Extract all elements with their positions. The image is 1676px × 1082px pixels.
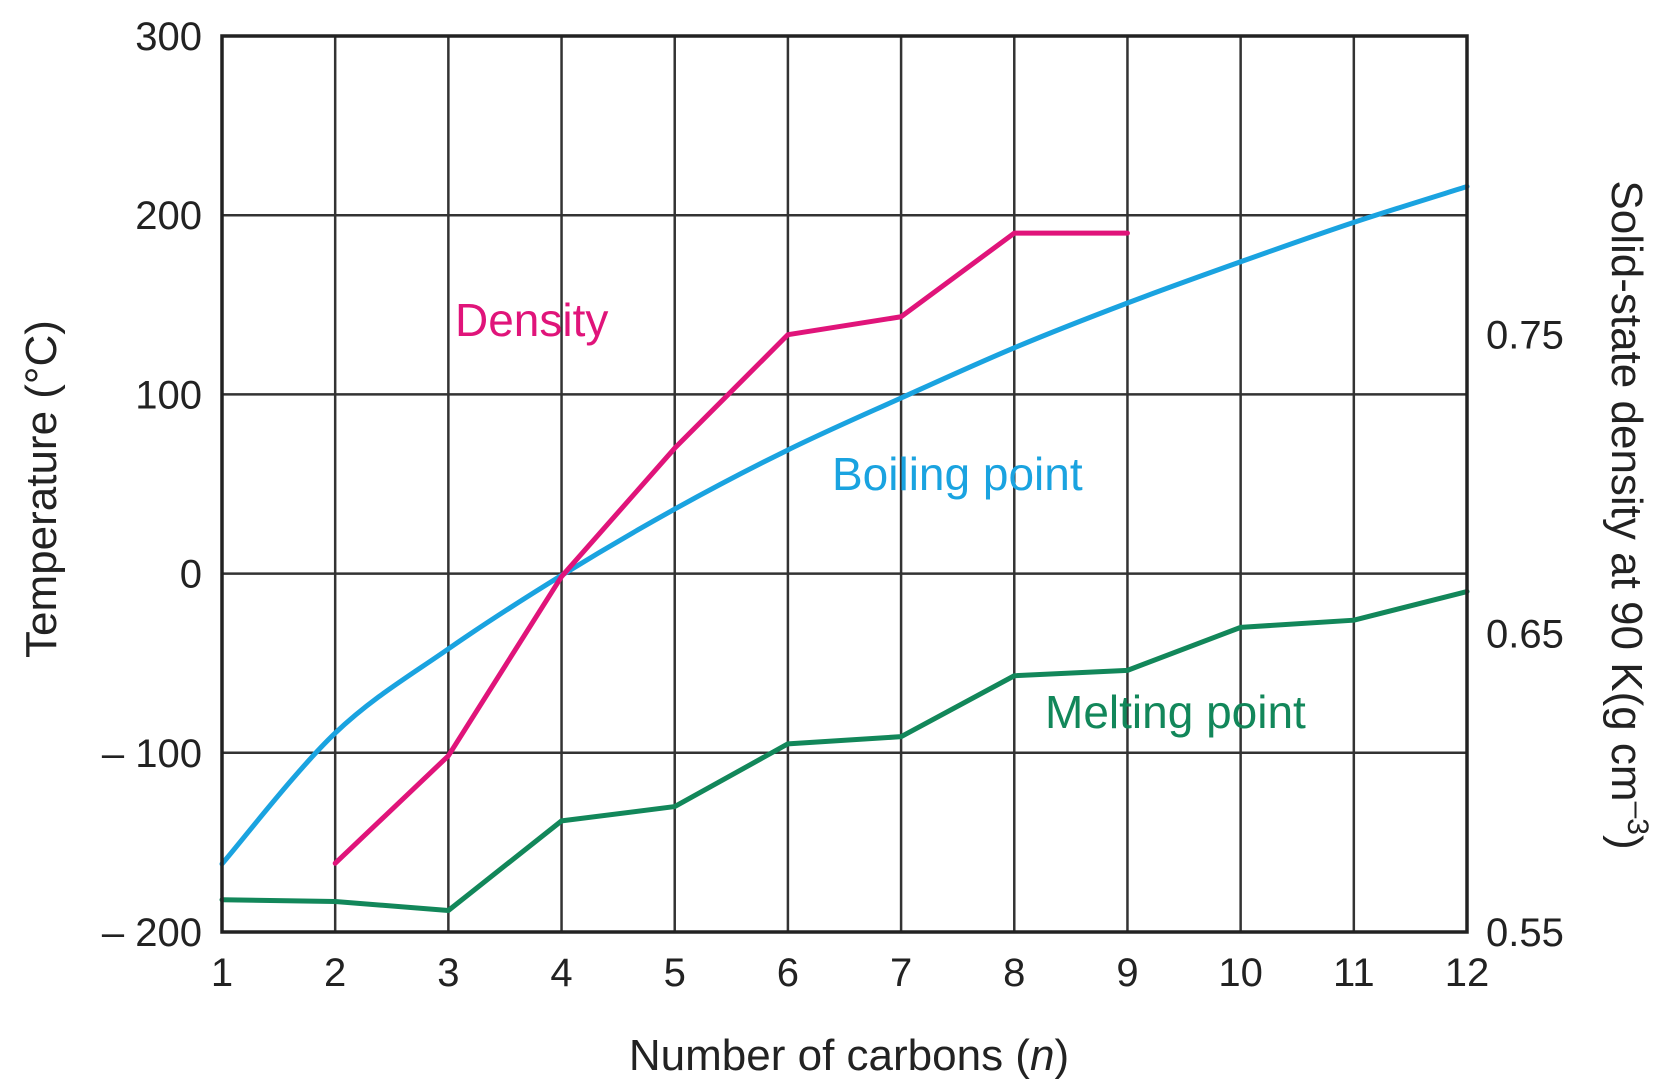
series-line-melting-point xyxy=(219,589,1470,913)
series-label-density: Density xyxy=(455,294,608,346)
x-tick-label: 3 xyxy=(437,951,459,995)
plot-frame xyxy=(220,34,1469,934)
y-axis-label: Temperature (°C) xyxy=(17,320,66,658)
y2-axis-label: Solid-state density at 90 K(g cm–3) xyxy=(1602,180,1654,849)
series-label-melting-point: Melting point xyxy=(1045,686,1306,738)
x-tick-label: 6 xyxy=(777,951,799,995)
x-tick-label: 2 xyxy=(324,951,346,995)
series-lines xyxy=(219,184,1470,913)
x-tick-label: 9 xyxy=(1116,951,1138,995)
series-label-boiling-point: Boiling point xyxy=(832,448,1083,500)
y-tick-label: 300 xyxy=(135,15,202,59)
y2-tick-label: 0.75 xyxy=(1486,314,1564,358)
x-tick-label: 1 xyxy=(211,951,233,995)
y-tick-label: 200 xyxy=(135,194,202,238)
tick-labels: 1 2 3 4 5 6 7 8 9 10 11 12– 200– 10001002003000.550… xyxy=(102,15,1564,995)
series-labels: Density Boiling point Melting point xyxy=(455,294,1306,738)
series-line-boiling-point xyxy=(219,184,1470,867)
x-tick-label: 5 xyxy=(664,951,686,995)
x-axis-label: Number of carbons (n) xyxy=(629,1031,1069,1080)
y-tick-label: – 200 xyxy=(102,911,202,955)
x-tick-label: 8 xyxy=(1003,951,1025,995)
series-line-density xyxy=(332,230,1130,866)
y-tick-label: 100 xyxy=(135,373,202,417)
y2-tick-label: 0.65 xyxy=(1486,612,1564,656)
x-tick-label: 4 xyxy=(550,951,572,995)
y-tick-label: 0 xyxy=(180,553,202,597)
x-tick-label: 12 xyxy=(1445,951,1490,995)
x-tick-label: 10 xyxy=(1218,951,1263,995)
y-tick-label: – 100 xyxy=(102,732,202,776)
x-tick-label: 11 xyxy=(1333,951,1375,995)
y2-tick-label: 0.55 xyxy=(1486,911,1564,955)
x-tick-label: 7 xyxy=(890,951,912,995)
